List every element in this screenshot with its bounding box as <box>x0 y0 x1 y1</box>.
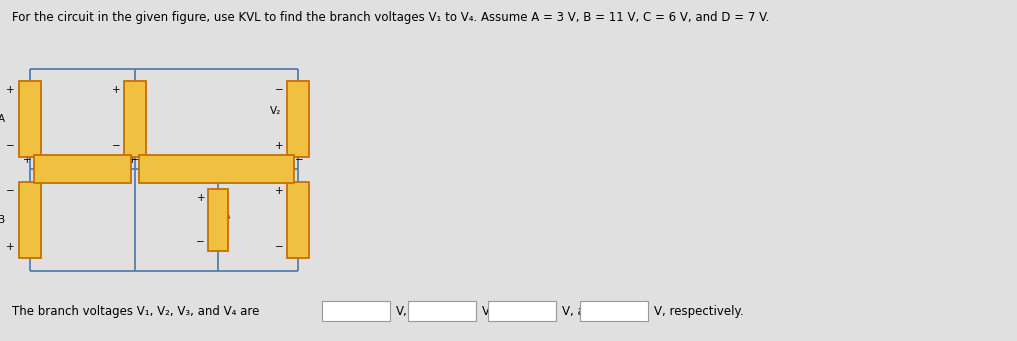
Text: C: C <box>207 155 216 165</box>
Bar <box>322 301 390 321</box>
Text: For the circuit in the given figure, use KVL to find the branch voltages V₁ to V: For the circuit in the given figure, use… <box>12 11 770 24</box>
Text: +: + <box>23 155 32 165</box>
Bar <box>139 155 294 183</box>
Text: −: − <box>276 85 284 95</box>
Text: A: A <box>0 114 5 124</box>
Text: V, respectively.: V, respectively. <box>654 305 743 317</box>
Bar <box>208 189 228 251</box>
Text: +: + <box>276 141 284 151</box>
Text: +: + <box>196 193 205 203</box>
Text: V₄: V₄ <box>220 211 232 221</box>
Text: −: − <box>196 237 205 247</box>
Bar <box>34 155 131 183</box>
Text: +: + <box>112 85 121 95</box>
Bar <box>408 301 476 321</box>
Text: V,: V, <box>482 305 493 317</box>
Bar <box>19 81 41 157</box>
Text: D: D <box>300 215 308 225</box>
Bar <box>124 81 146 157</box>
Text: −: − <box>132 155 140 165</box>
Text: +: + <box>6 242 15 252</box>
Text: +: + <box>6 85 15 95</box>
Text: V₂: V₂ <box>270 106 281 116</box>
Text: +: + <box>128 155 137 165</box>
Bar <box>287 81 309 157</box>
Text: −: − <box>295 155 304 165</box>
Bar <box>287 182 309 258</box>
Text: +: + <box>276 186 284 196</box>
Text: V, and: V, and <box>562 305 600 317</box>
Bar <box>488 301 556 321</box>
Text: V₃: V₃ <box>78 174 89 184</box>
Text: The branch voltages V₁, V₂, V₃, and V₄ are: The branch voltages V₁, V₂, V₃, and V₄ a… <box>12 305 259 317</box>
Bar <box>19 182 41 258</box>
Bar <box>580 301 648 321</box>
Text: −: − <box>6 141 15 151</box>
Text: −: − <box>6 186 15 196</box>
Text: V,: V, <box>396 305 408 317</box>
Text: B: B <box>0 215 5 225</box>
Text: −: − <box>112 141 121 151</box>
Text: −: − <box>276 242 284 252</box>
Text: V₁: V₁ <box>137 109 148 119</box>
